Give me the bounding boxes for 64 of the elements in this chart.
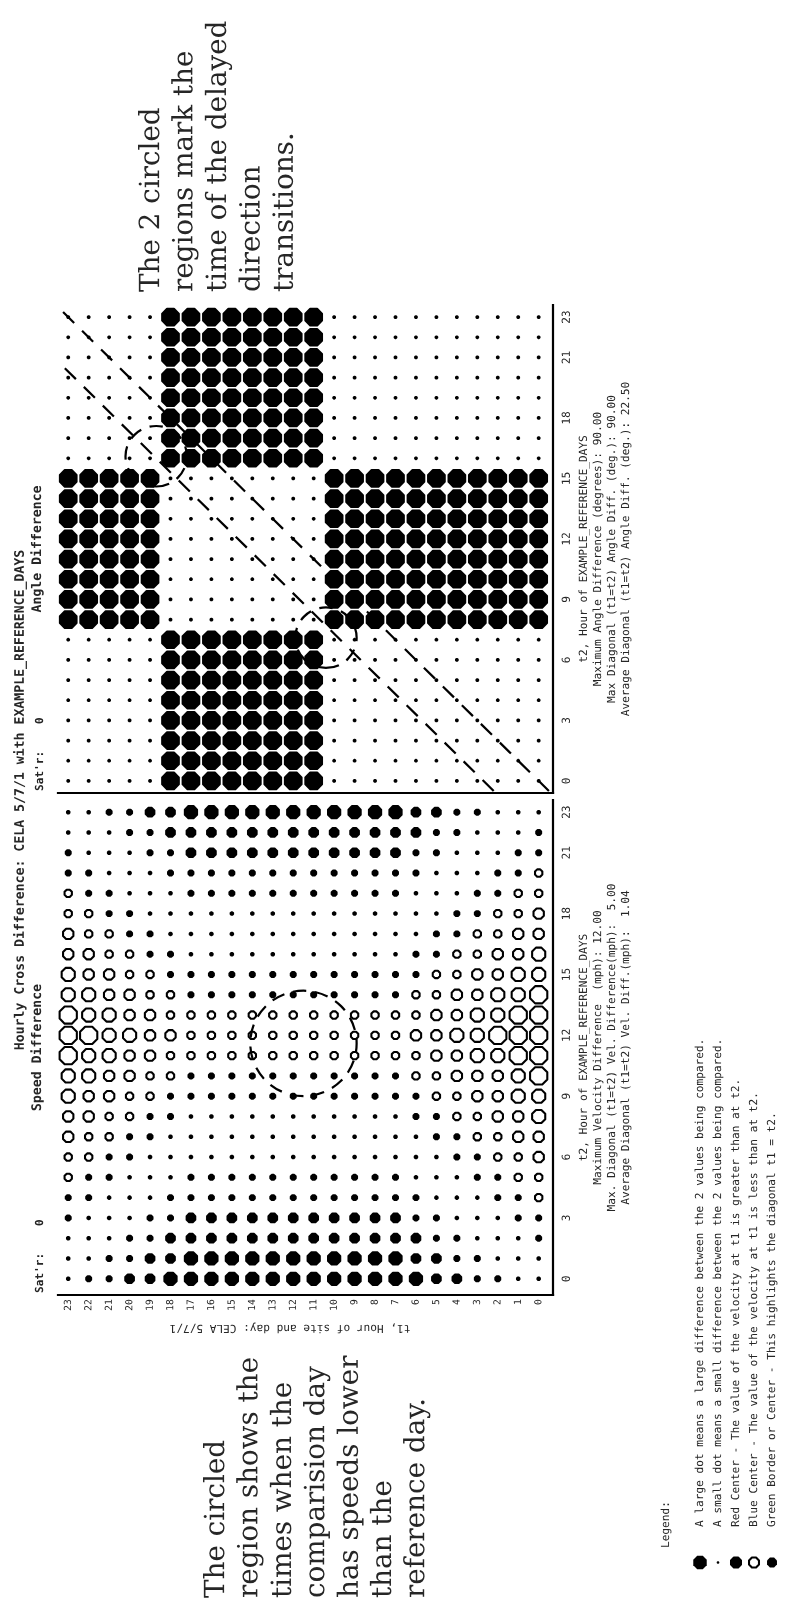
y-axis-title: t2, Hour of EXAMPLE_REFERENCE_DAYS	[578, 934, 590, 1161]
x-tick-label: 19	[145, 1299, 153, 1310]
x-tick-label: 9	[350, 1299, 358, 1305]
x-tick-label: 15	[227, 1299, 235, 1310]
x-tick-label: 0	[534, 1299, 542, 1305]
x-tick-label: 16	[206, 1299, 215, 1310]
y-tick-label: 23	[561, 311, 570, 323]
y-tick-label: 21	[561, 846, 570, 859]
text: Max Diagonal (t1=t2) Angle Diff. (deg.): 90.00	[606, 395, 618, 703]
text: Max. Diagonal (t1=t2) Vel. Difference(mph): 5.00	[606, 884, 618, 1211]
x-tick-label: 8	[370, 1299, 378, 1305]
y-tick-label: 0	[561, 1276, 570, 1282]
text: Red Center - The value of the velocity at t1 is greater than at t2.	[730, 1081, 742, 1527]
text: Maximum Angle Difference (degrees): 90.00	[592, 412, 604, 686]
x-tick-label: 11	[309, 1299, 317, 1310]
y-tick-label: 21	[561, 351, 570, 364]
x-tick-label: 18	[165, 1299, 174, 1310]
x-tick-label: 5	[432, 1299, 440, 1305]
x-tick-label: 1	[513, 1299, 521, 1304]
y-tick-label: 9	[561, 596, 570, 603]
y-axis-title: t2, Hour of EXAMPLE_REFERENCE_DAYS	[578, 436, 590, 663]
x-tick-label: 6	[411, 1299, 419, 1305]
x-tick-label: 17	[186, 1299, 194, 1310]
x-tick-label: 20	[125, 1299, 133, 1311]
y-tick-label: 6	[561, 1154, 570, 1160]
text: Speed Difference	[30, 984, 44, 1111]
x-tick-label: 2	[493, 1299, 501, 1305]
x-tick-label: 21	[104, 1299, 112, 1311]
x-tick-label: 7	[391, 1299, 399, 1305]
text: Angle Difference	[30, 485, 44, 613]
x-tick-label: 23	[63, 1299, 72, 1311]
text: Sat'r: 0	[34, 1220, 44, 1293]
y-tick-label: 0	[561, 778, 570, 784]
text: Average Diagonal (t1=t2) Angle Diff. (deg.): 22.50	[620, 382, 632, 717]
text: The circled region shows the times when the comparision day has speeds lower than the reference day.	[203, 1355, 431, 1598]
y-tick-label: 3	[561, 717, 570, 724]
y-tick-label: 18	[561, 411, 570, 424]
x-tick-label: 3	[472, 1299, 481, 1305]
x-tick-label: 4	[452, 1299, 460, 1305]
y-tick-label: 23	[561, 806, 570, 819]
x-tick-label: 14	[247, 1299, 256, 1310]
text: A large dot means a large difference between the 2 values being compared.	[694, 1041, 706, 1527]
y-tick-label: 18	[561, 907, 570, 919]
text: Blue Center - The value of the velocity at t1 is less than at t2.	[748, 1094, 760, 1527]
legend-title: Legend:	[660, 1503, 672, 1547]
y-tick-label: 6	[561, 657, 570, 663]
text: Maximum Velocity Difference (mph): 12.00	[592, 911, 604, 1185]
y-tick-label: 15	[561, 968, 570, 980]
chart-title: Hourly Cross Difference: CELA 5/7/1 with EXAMPLE_REFERENCE_DAYS	[13, 550, 27, 1050]
text: Green Border or Center - This highlights the diagonal t1 = t2.	[766, 1114, 778, 1527]
y-tick-label: 9	[561, 1093, 570, 1099]
x-tick-label: 10	[329, 1299, 337, 1310]
y-tick-label: 12	[561, 533, 570, 545]
x-axis-title: t1, Hour of site and day: CELA 5/7/1	[170, 1322, 410, 1334]
text: Sat'r: 0	[34, 718, 44, 791]
y-tick-label: 12	[561, 1029, 570, 1041]
x-tick-label: 22	[84, 1299, 92, 1311]
text: Average Diagonal (t1=t2) Vel. Diff.(mph): 1.04	[620, 890, 632, 1205]
y-tick-label: 15	[561, 472, 570, 484]
text: A small dot means a small difference between the 2 values being compared.	[712, 1041, 724, 1527]
x-tick-label: 13	[268, 1299, 276, 1310]
y-tick-label: 3	[561, 1215, 570, 1221]
x-tick-label: 12	[288, 1299, 296, 1310]
text: The 2 circled regions mark the time of the delayed direction transitions.	[138, 21, 294, 292]
